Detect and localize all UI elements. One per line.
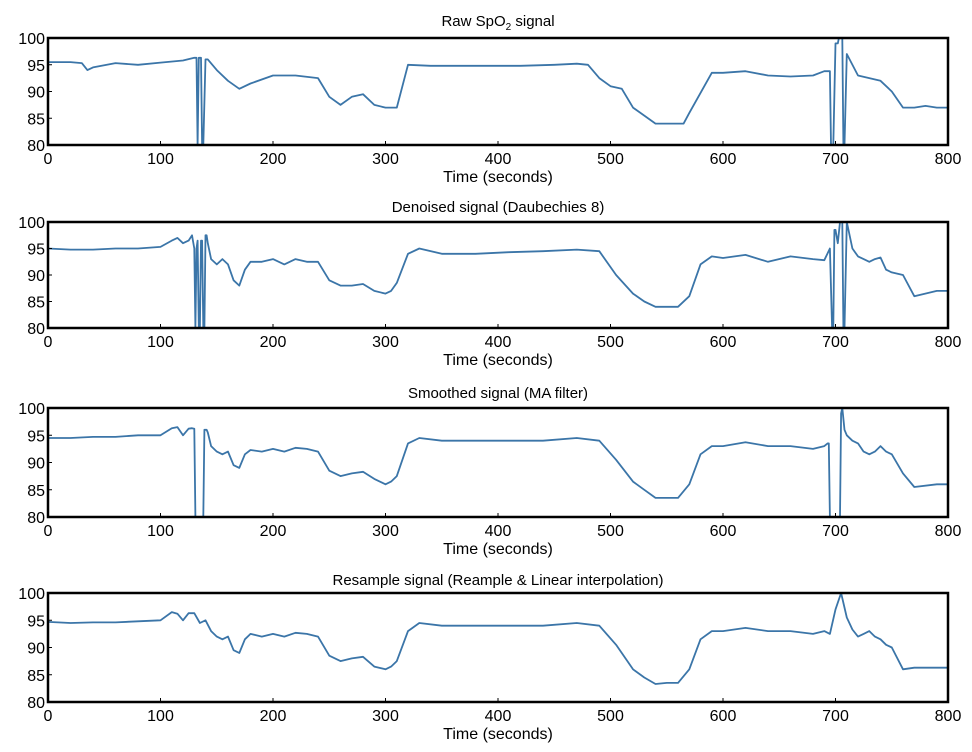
spo2-series-line (48, 408, 948, 517)
y-tick-label: 100 (18, 215, 45, 232)
y-tick-label: 90 (27, 456, 45, 473)
x-tick-label: 300 (372, 334, 399, 351)
chart-title: Resample signal (Reample & Linear interp… (332, 572, 663, 589)
chart-title-subscript: 2 (506, 22, 512, 33)
y-tick-label: 95 (27, 613, 45, 630)
chart-title-suffix: signal (511, 13, 554, 30)
y-tick-label: 80 (27, 321, 45, 338)
plot-frame (46, 220, 950, 330)
chart-title-text: Smoothed signal (MA filter) (408, 385, 588, 402)
x-tick-label: 200 (260, 708, 287, 725)
x-tick-label: 500 (597, 523, 624, 540)
x-tick-label: 800 (935, 334, 962, 351)
panel-denoised: Denoised signal (Daubechies 8) 80 85 90 95 10… (18, 199, 961, 369)
x-tick-label: 100 (147, 523, 174, 540)
x-tick-label: 0 (44, 523, 53, 540)
y-tick-label: 80 (27, 138, 45, 155)
chart-title: Smoothed signal (MA filter) (408, 385, 588, 402)
x-tick-label: 800 (935, 151, 962, 168)
x-tick-label: 800 (935, 523, 962, 540)
x-tick-label: 600 (710, 151, 737, 168)
spo2-series-line (48, 593, 948, 685)
x-tick-label: 500 (597, 334, 624, 351)
x-axis-label: Time (seconds) (443, 726, 553, 743)
spo2-series-line (48, 38, 948, 145)
y-tick-label: 90 (27, 268, 45, 285)
chart-title-text: Raw SpO (441, 13, 505, 30)
x-tick-label: 700 (822, 708, 849, 725)
panel-raw-spo2: Raw SpO2 signal 80 85 90 95 100 0 100 200 300 400 5… (18, 13, 961, 186)
x-tick-label: 500 (597, 708, 624, 725)
panel-resampled: Resample signal (Reample & Linear interp… (18, 572, 961, 743)
y-tick-label: 90 (27, 85, 45, 102)
y-tick-label: 100 (18, 401, 45, 418)
y-tick-label: 95 (27, 428, 45, 445)
x-tick-label: 0 (44, 334, 53, 351)
y-tick-label: 85 (27, 668, 45, 685)
x-tick-label: 200 (260, 151, 287, 168)
x-tick-label: 300 (372, 708, 399, 725)
chart-title: Denoised signal (Daubechies 8) (392, 199, 605, 216)
x-tick-label: 400 (485, 523, 512, 540)
x-tick-label: 600 (710, 334, 737, 351)
y-tick-label: 85 (27, 111, 45, 128)
plot-frame (46, 36, 950, 147)
plot-frame (46, 591, 950, 704)
x-tick-label: 100 (147, 334, 174, 351)
x-tick-label: 800 (935, 708, 962, 725)
panel-smoothed: Smoothed signal (MA filter) 80 85 90 95 100 0 1… (18, 385, 961, 558)
y-tick-label: 85 (27, 295, 45, 312)
y-tick-label: 90 (27, 641, 45, 658)
x-tick-label: 700 (822, 151, 849, 168)
x-tick-label: 100 (147, 151, 174, 168)
x-axis-label: Time (seconds) (443, 541, 553, 558)
x-tick-label: 100 (147, 708, 174, 725)
x-tick-label: 400 (485, 334, 512, 351)
x-tick-label: 500 (597, 151, 624, 168)
x-tick-label: 400 (485, 708, 512, 725)
chart-title-text: Denoised signal (Daubechies 8) (392, 199, 605, 216)
x-tick-label: 400 (485, 151, 512, 168)
y-tick-label: 95 (27, 242, 45, 259)
x-tick-label: 600 (710, 708, 737, 725)
y-tick-label: 100 (18, 586, 45, 603)
y-tick-label: 85 (27, 483, 45, 500)
y-tick-label: 80 (27, 510, 45, 527)
plot-frame (46, 406, 950, 519)
x-tick-label: 0 (44, 708, 53, 725)
x-tick-label: 200 (260, 334, 287, 351)
x-tick-label: 0 (44, 151, 53, 168)
x-tick-label: 700 (822, 334, 849, 351)
x-axis-label: Time (seconds) (443, 169, 553, 186)
x-tick-label: 300 (372, 523, 399, 540)
x-tick-label: 600 (710, 523, 737, 540)
x-axis-label: Time (seconds) (443, 352, 553, 369)
y-tick-label: 80 (27, 695, 45, 712)
y-tick-label: 100 (18, 31, 45, 48)
spo2-series-line (48, 222, 948, 328)
x-tick-label: 700 (822, 523, 849, 540)
x-tick-label: 300 (372, 151, 399, 168)
x-tick-label: 200 (260, 523, 287, 540)
chart-title-text: Resample signal (Reample & Linear interp… (332, 572, 663, 589)
y-tick-label: 95 (27, 58, 45, 75)
chart-title: Raw SpO2 signal (441, 13, 554, 33)
